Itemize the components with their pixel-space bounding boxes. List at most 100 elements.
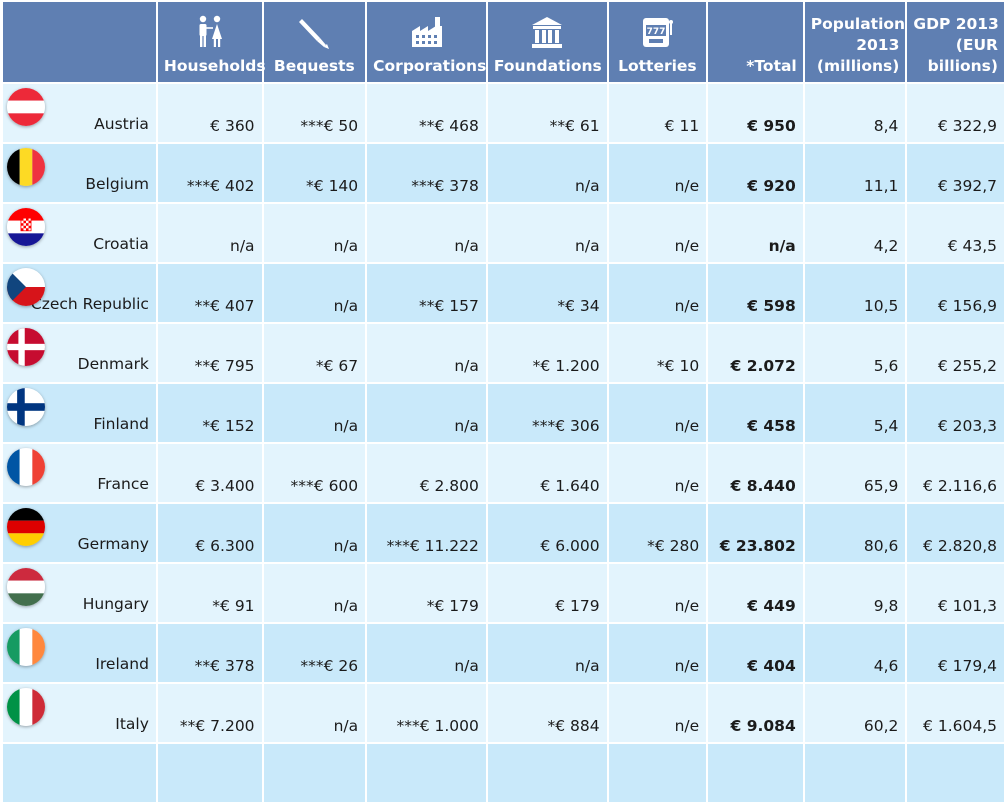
lotteries-cell: n/e (608, 144, 707, 202)
gdp-cell: € 255,2 (907, 324, 1004, 382)
header-total-label: *Total (746, 57, 797, 75)
country-cell: Ireland (3, 624, 156, 682)
table-row: Croatia n/a n/a n/a n/a n/e n/a 4,2 € 43… (3, 204, 1004, 262)
header-population-line2: 2013 (856, 36, 900, 54)
population-cell: 65,9 (804, 444, 906, 502)
country-cell: Czech Republic (3, 264, 156, 322)
country-cell (3, 744, 156, 802)
header-corporations-label: Corporations (373, 57, 487, 75)
lotteries-cell: n/e (608, 384, 707, 442)
total-cell: € 9.084 (708, 684, 803, 742)
country-name: Ireland (95, 655, 149, 673)
foundations-cell: *€ 1.200 (487, 324, 607, 382)
country-cell: France (3, 444, 156, 502)
corporations-cell: ***€ 11.222 (367, 504, 486, 562)
foundations-cell: € 6.000 (487, 504, 607, 562)
header-bequests-label: Bequests (273, 57, 355, 75)
people-couple-icon (199, 15, 222, 47)
finland-flag-icon (7, 388, 45, 426)
country-cell: Germany (3, 504, 156, 562)
total-cell: € 598 (708, 264, 803, 322)
header-households: Households (157, 2, 266, 82)
header-households-label: Households (163, 57, 266, 75)
country-name: Czech Republic (30, 295, 149, 313)
gdp-cell: € 101,3 (907, 564, 1004, 622)
country-name: Finland (93, 415, 149, 433)
households-cell: **€ 795 (157, 324, 262, 382)
gdp-cell: € 203,3 (907, 384, 1004, 442)
population-cell: 80,6 (804, 504, 906, 562)
foundations-cell: n/a (487, 144, 607, 202)
austria-flag-icon (7, 88, 45, 126)
population-cell: 11,1 (804, 144, 906, 202)
population-cell: 5,6 (804, 324, 906, 382)
lotteries-cell: n/e (608, 684, 707, 742)
denmark-flag-icon (7, 328, 45, 366)
gdp-cell: € 179,4 (907, 624, 1004, 682)
gdp-cell: € 392,7 (907, 144, 1004, 202)
country-cell: Finland (3, 384, 156, 442)
header-gdp-line3: billions) (927, 57, 998, 75)
foundations-cell: n/a (487, 624, 607, 682)
bequests-cell: *€ 140 (263, 144, 366, 202)
italy-flag-icon (7, 688, 45, 726)
corporations-cell: *€ 179 (367, 564, 486, 622)
foundations-cell: ***€ 306 (487, 384, 607, 442)
country-cell: Belgium (3, 144, 156, 202)
population-cell: 5,4 (804, 384, 906, 442)
total-cell: € 920 (708, 144, 803, 202)
bequests-cell: *€ 67 (263, 324, 366, 382)
header-total: *Total (708, 2, 803, 82)
croatia-flag-icon (7, 208, 45, 246)
hungary-flag-icon (7, 568, 45, 606)
lotteries-cell: *€ 10 (608, 324, 707, 382)
gdp-cell: € 2.820,8 (907, 504, 1004, 562)
bequests-cell: ***€ 26 (263, 624, 366, 682)
corporations-cell: n/a (367, 624, 486, 682)
population-cell (804, 744, 906, 802)
table-row-partial (3, 744, 1004, 802)
total-cell: € 950 (708, 84, 803, 142)
table-row: Ireland **€ 378 ***€ 26 n/a n/a n/e € 40… (3, 624, 1004, 682)
country-name: Germany (77, 535, 149, 553)
population-cell: 4,6 (804, 624, 906, 682)
households-cell: *€ 91 (157, 564, 262, 622)
country-name: Hungary (82, 595, 149, 613)
country-name: Croatia (93, 235, 149, 253)
lotteries-cell: n/e (608, 624, 707, 682)
table-row: France € 3.400 ***€ 600 € 2.800 € 1.640 … (3, 444, 1004, 502)
header-bequests: Bequests (263, 2, 366, 82)
corporations-cell: n/a (367, 204, 486, 262)
table-row: Belgium ***€ 402 *€ 140 ***€ 378 n/a n/e… (3, 144, 1004, 202)
table-row: Czech Republic **€ 407 n/a **€ 157 *€ 34… (3, 264, 1004, 322)
table-row: Finland *€ 152 n/a n/a ***€ 306 n/e € 45… (3, 384, 1004, 442)
total-cell: € 2.072 (708, 324, 803, 382)
gdp-cell (907, 744, 1004, 802)
households-cell: n/a (157, 204, 262, 262)
table-row: Italy **€ 7.200 n/a ***€ 1.000 *€ 884 n/… (3, 684, 1004, 742)
gdp-cell: € 2.116,6 (907, 444, 1004, 502)
country-cell: Denmark (3, 324, 156, 382)
header-lotteries-label: Lotteries (618, 57, 697, 75)
institution-building-icon (532, 17, 563, 48)
header-population-line3: (millions) (816, 57, 900, 75)
france-flag-icon (7, 448, 45, 486)
total-cell: € 404 (708, 624, 803, 682)
country-name: France (97, 475, 149, 493)
households-cell: € 3.400 (157, 444, 262, 502)
corporations-cell: **€ 157 (367, 264, 486, 322)
bequests-cell: n/a (263, 504, 366, 562)
header-row: Households Bequests (3, 2, 1004, 82)
header-gdp-line2: (EUR (955, 36, 998, 54)
lotteries-cell: *€ 280 (608, 504, 707, 562)
total-cell: € 23.802 (708, 504, 803, 562)
population-cell: 8,4 (804, 84, 906, 142)
table-row: Germany € 6.300 n/a ***€ 11.222 € 6.000 … (3, 504, 1004, 562)
table-row: Denmark **€ 795 *€ 67 n/a *€ 1.200 *€ 10… (3, 324, 1004, 382)
header-corporations: Corporations (367, 2, 486, 82)
population-cell: 60,2 (804, 684, 906, 742)
corporations-cell: € 2.800 (367, 444, 486, 502)
foundations-cell: € 1.640 (487, 444, 607, 502)
corporations-cell (367, 744, 486, 802)
